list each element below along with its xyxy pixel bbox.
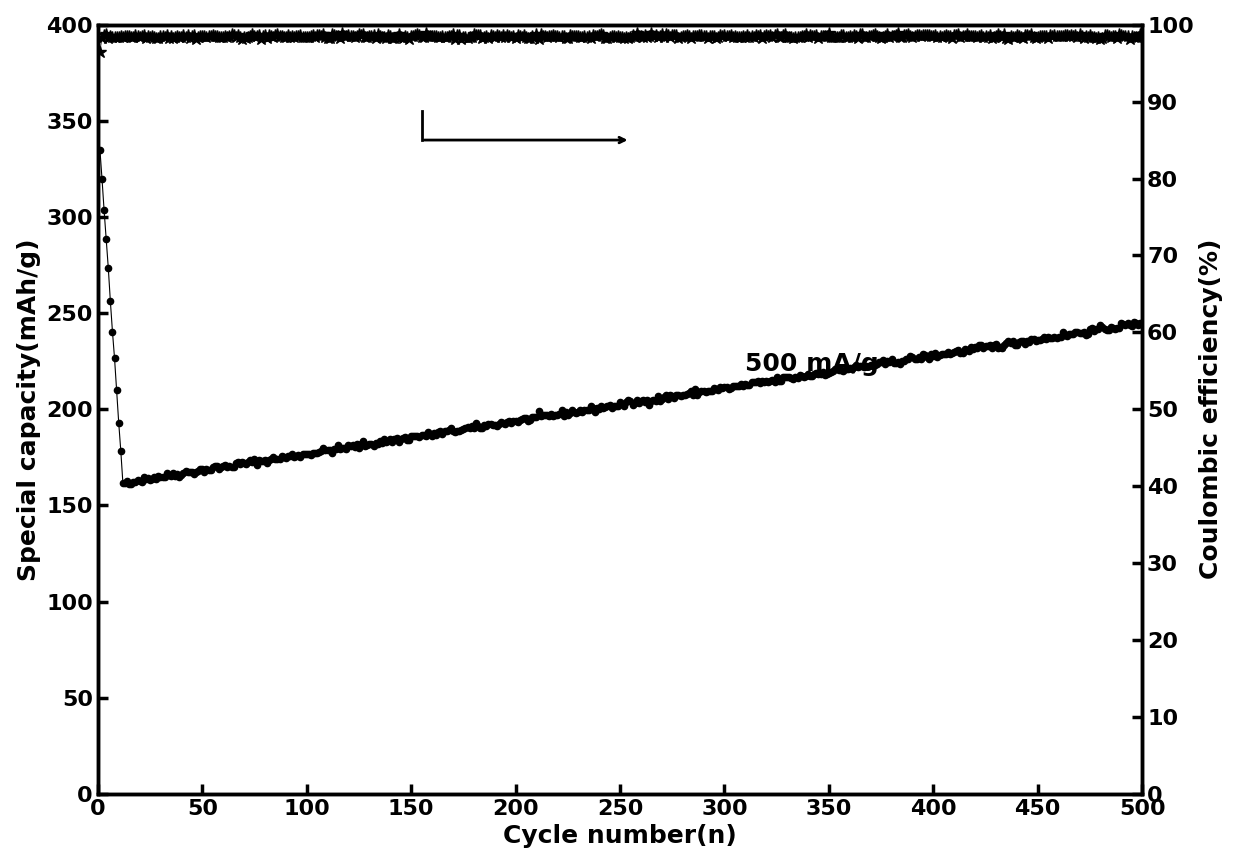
Text: 500 mA/g: 500 mA/g xyxy=(745,352,879,375)
Y-axis label: Special capacity(mAh/g): Special capacity(mAh/g) xyxy=(16,238,41,580)
Y-axis label: Coulombic efficiency(%): Coulombic efficiency(%) xyxy=(1199,239,1224,580)
X-axis label: Cycle number(n): Cycle number(n) xyxy=(503,824,737,849)
